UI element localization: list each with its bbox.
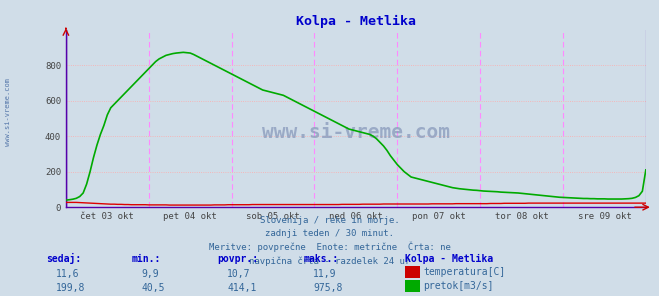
Text: 40,5: 40,5	[142, 283, 165, 293]
Text: www.si-vreme.com: www.si-vreme.com	[5, 78, 11, 147]
Text: temperatura[C]: temperatura[C]	[423, 267, 505, 277]
Text: 11,9: 11,9	[313, 269, 337, 279]
Text: 10,7: 10,7	[227, 269, 251, 279]
Text: Kolpa - Metlika: Kolpa - Metlika	[405, 254, 494, 264]
Text: pretok[m3/s]: pretok[m3/s]	[423, 281, 494, 291]
Text: maks.:: maks.:	[303, 254, 338, 264]
Text: Slovenija / reke in morje.
zadnji teden / 30 minut.
Meritve: povprečne  Enote: m: Slovenija / reke in morje. zadnji teden …	[208, 216, 451, 266]
Text: 414,1: 414,1	[227, 283, 257, 293]
Title: Kolpa - Metlika: Kolpa - Metlika	[296, 15, 416, 28]
Text: 975,8: 975,8	[313, 283, 343, 293]
Text: www.si-vreme.com: www.si-vreme.com	[262, 123, 450, 142]
Text: 9,9: 9,9	[142, 269, 159, 279]
Text: 11,6: 11,6	[56, 269, 80, 279]
Text: min.:: min.:	[132, 254, 161, 264]
Text: povpr.:: povpr.:	[217, 254, 258, 264]
Text: sedaj:: sedaj:	[46, 253, 81, 264]
Text: 199,8: 199,8	[56, 283, 86, 293]
